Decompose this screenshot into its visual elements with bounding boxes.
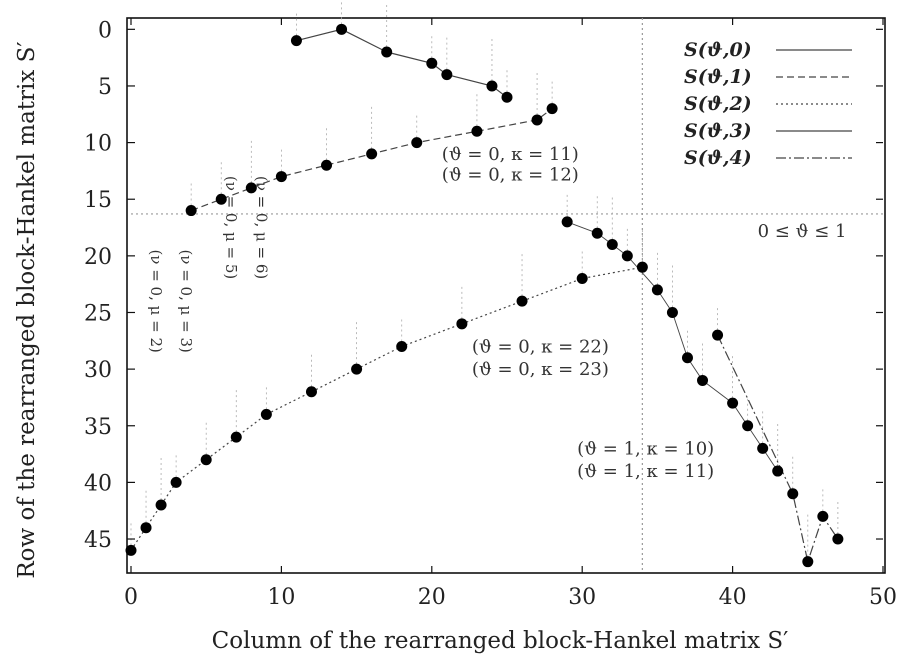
data-point-s4-2 [802,556,814,568]
annotation-2: (ϑ = 0, κ = 22) [472,336,609,357]
data-point-s1-1 [215,193,227,205]
annotation-vertical-7: (ν = 0, μ = 2) [147,249,165,352]
data-point-s2-13 [636,261,648,273]
reference-lines [131,18,883,573]
data-point-s1-0 [185,205,197,217]
data-point-s2-0 [125,544,137,556]
data-point-s1-2 [245,182,257,194]
annotation-5: (ϑ = 1, κ = 11) [577,461,714,482]
data-point-s1-3 [275,171,287,183]
y-tick-label-4: 20 [84,245,112,270]
legend-label-3: S(ϑ,3) [684,120,752,142]
data-point-s1-8 [531,114,543,126]
data-point-s1-5 [366,148,378,160]
data-point-s2-6 [260,408,272,420]
data-point-s2-11 [516,295,528,307]
annotation-4: (ϑ = 1, κ = 10) [577,438,714,459]
x-axis: 0 10 20 30 40 50 [124,18,897,610]
y-tick-label-1: 5 [98,75,112,100]
y-axis: 0 5 10 15 20 25 30 35 40 45 [84,18,883,553]
annotations: (ϑ = 0, κ = 11)(ϑ = 0, κ = 12) (ϑ = 0, κ … [147,144,846,482]
legend-label-0: S(ϑ,0) [684,39,752,61]
data-point-s0-5 [486,80,498,92]
annotation-3: (ϑ = 0, κ = 23) [472,359,609,380]
data-point-s2-9 [396,340,408,352]
data-point-s3-4 [651,284,663,296]
data-point-s4-1 [787,488,799,500]
staircase-lines [130,0,839,562]
data-point-s4-4 [832,533,844,545]
data-point-s4-3 [817,510,829,522]
legend-label-1: S(ϑ,1) [684,66,752,88]
y-tick-label-8: 40 [84,471,112,496]
data-point-s2-5 [230,431,242,443]
y-tick-label-6: 30 [84,358,112,383]
series-line-2 [130,266,643,551]
data-point-s2-10 [456,318,468,330]
data-point-s0-0 [290,35,302,47]
series-line-4 [717,334,839,564]
data-point-s2-3 [170,476,182,488]
y-tick-label-0: 0 [98,18,112,43]
data-point-s3-2 [606,239,618,251]
data-point-s2-12 [576,273,588,285]
annotation-vertical-9: (ν = 0, μ = 5) [222,176,240,279]
data-point-s1-6 [411,137,423,149]
legend-label-2: S(ϑ,2) [684,93,752,115]
y-tick-label-5: 25 [84,301,112,326]
data-point-s3-1 [591,227,603,239]
data-point-s0-4 [441,69,453,81]
data-point-s3-10 [757,442,769,454]
data-point-s3-9 [742,420,754,432]
data-point-s3-7 [697,374,709,386]
x-axis-label: Column of the rearranged block-Hankel ma… [212,628,789,654]
data-point-s2-4 [200,454,212,466]
data-point-s3-0 [561,216,573,228]
data-point-s3-11 [772,465,784,477]
data-point-s3-6 [681,352,693,364]
x-tick-label-1: 10 [267,585,295,610]
y-tick-label-2: 10 [84,132,112,157]
plot-frame [126,17,886,574]
data-point-s2-8 [351,363,363,375]
data-point-s1-7 [471,125,483,137]
series-line-0 [296,28,508,98]
data-points [125,23,844,568]
x-tick-label-4: 40 [719,585,747,610]
data-point-s0-3 [426,57,438,69]
x-tick-label-0: 0 [124,585,138,610]
y-tick-label-3: 15 [84,188,112,213]
data-point-s0-1 [336,23,348,35]
data-point-s1-9 [546,103,558,115]
annotation-1: (ϑ = 0, κ = 12) [442,164,579,185]
x-tick-label-2: 20 [418,585,446,610]
y-tick-label-9: 45 [84,528,112,553]
annotation-vertical-8: (ν = 0, μ = 3) [177,249,195,352]
legend-label-4: S(ϑ,4) [684,147,752,169]
annotation-vertical-10: (ν = 0, μ = 6) [252,176,270,279]
data-point-s3-3 [621,250,633,262]
annotation-6: 0 ≤ ϑ ≤ 1 [758,221,847,242]
y-tick-label-7: 35 [84,415,112,440]
data-point-s4-0 [712,329,724,341]
x-tick-label-5: 50 [869,585,897,610]
data-point-s2-2 [155,499,167,511]
data-point-s2-7 [305,386,317,398]
data-point-s1-4 [321,159,333,171]
y-axis-label: Row of the rearranged block-Hankel matri… [14,41,40,578]
data-point-s2-1 [140,522,152,534]
legend: S(ϑ,0) S(ϑ,1) S(ϑ,2) S(ϑ,3) S(ϑ,4) [684,39,852,169]
data-point-s0-2 [381,46,393,58]
data-point-s3-8 [727,397,739,409]
series-line-1 [190,108,553,212]
annotation-0: (ϑ = 0, κ = 11) [442,144,579,165]
x-tick-label-3: 30 [568,585,596,610]
data-point-s0-6 [501,91,513,103]
data-point-s3-5 [666,306,678,318]
